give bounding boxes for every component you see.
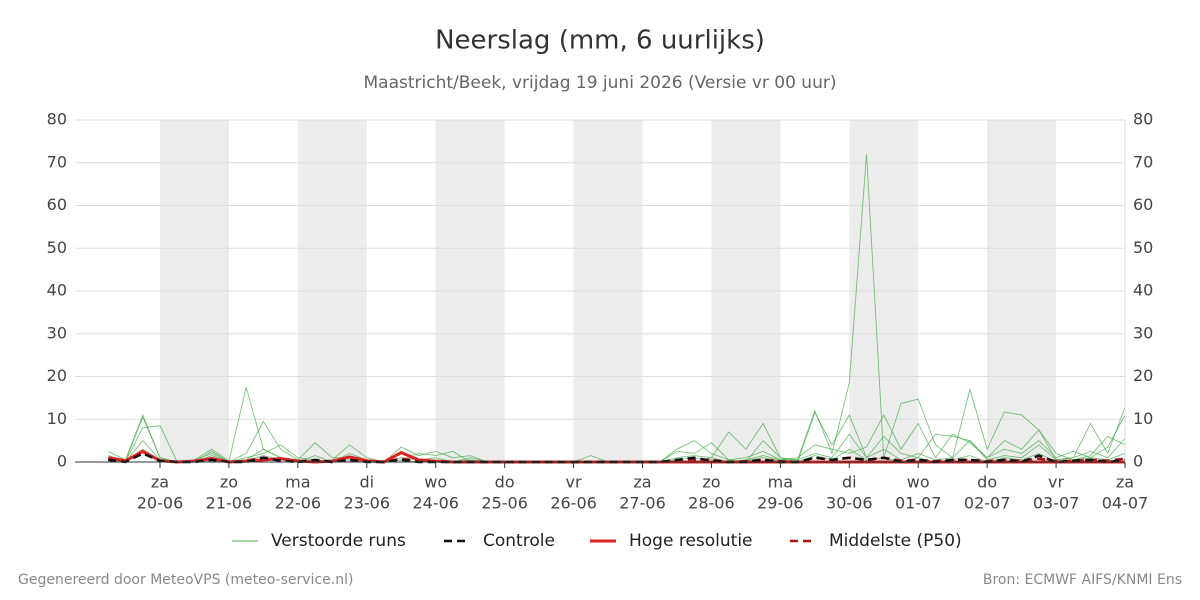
x-tick-weekday: do bbox=[495, 473, 515, 492]
y2-tick-label: 50 bbox=[1133, 238, 1153, 257]
x-tick-date: 01-07 bbox=[895, 494, 942, 513]
x-tick-date: 04-07 bbox=[1102, 494, 1149, 513]
x-tick-weekday: ma bbox=[285, 473, 310, 492]
x-tick-date: 02-07 bbox=[964, 494, 1011, 513]
x-tick-weekday: vr bbox=[566, 473, 582, 492]
x-tick-weekday: za bbox=[151, 473, 169, 492]
x-tick-weekday: vr bbox=[1048, 473, 1064, 492]
x-tick-weekday: za bbox=[1116, 473, 1134, 492]
legend-label: Middelste (P50) bbox=[829, 531, 962, 551]
x-tick-date: 27-06 bbox=[619, 494, 666, 513]
chart-title: Neerslag (mm, 6 uurlijks) bbox=[435, 26, 765, 56]
x-tick-date: 29-06 bbox=[757, 494, 804, 513]
x-tick-weekday: zo bbox=[220, 473, 238, 492]
y-tick-label: 70 bbox=[47, 152, 67, 171]
x-tick-weekday: za bbox=[633, 473, 651, 492]
x-tick-weekday: do bbox=[977, 473, 997, 492]
y2-tick-label: 80 bbox=[1133, 110, 1153, 129]
x-tick-date: 30-06 bbox=[826, 494, 873, 513]
x-tick-date: 26-06 bbox=[550, 494, 597, 513]
x-tick-weekday: zo bbox=[702, 473, 720, 492]
x-tick-weekday: wo bbox=[907, 473, 930, 492]
x-tick-weekday: ma bbox=[768, 473, 793, 492]
x-tick-weekday: di bbox=[359, 473, 374, 492]
y-tick-label: 80 bbox=[47, 110, 67, 129]
footer-left: Gegenereerd door MeteoVPS (meteo-service… bbox=[18, 572, 353, 588]
y2-tick-label: 0 bbox=[1133, 452, 1143, 471]
x-tick-date: 03-07 bbox=[1033, 494, 1080, 513]
y-tick-label: 20 bbox=[47, 366, 67, 385]
y-tick-label: 60 bbox=[47, 195, 67, 214]
x-tick-date: 22-06 bbox=[275, 494, 322, 513]
y-tick-label: 40 bbox=[47, 281, 67, 300]
y2-tick-label: 70 bbox=[1133, 152, 1153, 171]
x-tick-date: 23-06 bbox=[344, 494, 391, 513]
y-tick-label: 0 bbox=[57, 452, 67, 471]
legend-label: Controle bbox=[483, 531, 555, 551]
chart-subtitle: Maastricht/Beek, vrijdag 19 juni 2026 (V… bbox=[364, 73, 837, 93]
legend-label: Verstoorde runs bbox=[271, 531, 406, 551]
x-tick-date: 20-06 bbox=[137, 494, 184, 513]
x-tick-date: 28-06 bbox=[688, 494, 735, 513]
y2-tick-label: 60 bbox=[1133, 195, 1153, 214]
x-tick-weekday: wo bbox=[424, 473, 447, 492]
y-tick-label: 30 bbox=[47, 323, 67, 342]
legend-label: Hoge resolutie bbox=[629, 531, 753, 551]
x-tick-date: 21-06 bbox=[206, 494, 253, 513]
footer-right: Bron: ECMWF AIFS/KNMI Ens bbox=[983, 572, 1182, 588]
x-tick-weekday: di bbox=[842, 473, 857, 492]
y-tick-label: 10 bbox=[47, 409, 67, 428]
x-tick-date: 25-06 bbox=[481, 494, 528, 513]
y2-tick-label: 10 bbox=[1133, 409, 1153, 428]
y2-tick-label: 30 bbox=[1133, 323, 1153, 342]
y2-tick-label: 40 bbox=[1133, 281, 1153, 300]
y-tick-label: 50 bbox=[47, 238, 67, 257]
x-tick-date: 24-06 bbox=[412, 494, 459, 513]
y2-tick-label: 20 bbox=[1133, 366, 1153, 385]
